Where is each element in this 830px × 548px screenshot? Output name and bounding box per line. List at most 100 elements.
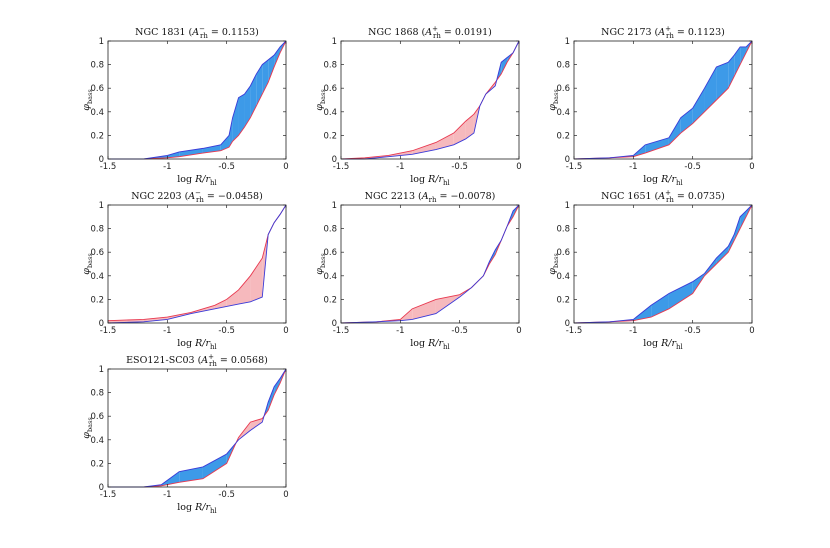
y-axis-label: φbass: [314, 253, 327, 274]
fill-region-12-1: [740, 46, 747, 65]
x-tick-label: 0: [749, 326, 754, 336]
y-tick-label: 0.4: [323, 272, 337, 282]
x-tick-label: -0.5: [218, 326, 235, 336]
y-axis-label: φbass: [81, 253, 94, 274]
fill-region-7-1: [238, 275, 251, 305]
panel-title: NGC 1831 (A− rh = 0.1153): [135, 25, 259, 40]
x-axis-label: log R/rhl: [643, 174, 683, 187]
x-axis-label: log R/rhl: [643, 338, 683, 351]
panel-title: NGC 2203 (A− rh = −0.0458): [131, 189, 263, 204]
y-tick-label: 0.6: [90, 248, 104, 258]
x-tick-label: -1.5: [333, 162, 350, 172]
x-tick-label: 0: [516, 326, 521, 336]
fill-region-12-1: [501, 57, 508, 75]
y-tick-label: 0.8: [90, 389, 104, 399]
axes-frame: [340, 40, 520, 160]
axes-frame: [573, 40, 753, 160]
fill-region-5-1: [214, 299, 227, 309]
series-line-upper: [107, 204, 287, 324]
x-tick-label: -1.5: [566, 162, 583, 172]
x-tick-label: -1: [629, 326, 637, 336]
y-tick-label: 0.8: [323, 225, 337, 235]
x-tick-label: -1: [163, 326, 171, 336]
x-tick-label: 0: [283, 162, 288, 172]
y-tick-label: 1: [99, 37, 104, 47]
y-tick-label: 0.2: [323, 295, 337, 305]
x-tick-label: -0.5: [218, 490, 235, 500]
series-line-upper: [573, 40, 753, 160]
fill-region-5-1: [668, 281, 693, 309]
y-tick-label: 0: [332, 319, 337, 329]
chart-panel-1: -1.5 -1 -0.5 0 0 0.2 0.4 0.6 0.8 1 NGC 1831 (A− rh …: [81, 25, 289, 187]
series-line-upper: [341, 40, 520, 160]
x-tick-label: 0: [749, 162, 754, 172]
fill-region-5-1: [668, 117, 681, 145]
x-tick-label: -1: [163, 490, 171, 500]
fill-region-4-1: [645, 137, 669, 154]
y-tick-label: 0: [99, 483, 104, 493]
chart-panel-7: -1.5 -1 -0.5 0 0 0.2 0.4 0.6 0.8 1 ESO121-SC03 (A+…: [81, 353, 289, 515]
fill-region-6-1: [680, 108, 693, 134]
series-line-lower: [340, 40, 520, 160]
y-tick-label: 0.6: [90, 412, 104, 422]
y-tick-label: 0.8: [90, 225, 104, 235]
y-tick-label: 0.4: [90, 108, 104, 118]
fill-region-8-1: [716, 246, 729, 264]
y-tick-label: 1: [332, 37, 337, 47]
y-tick-label: 0.8: [323, 61, 337, 71]
panel-title: ESO121-SC03 (A+ rh = 0.0568): [126, 353, 268, 368]
series-line-lower: [107, 204, 287, 322]
x-tick-label: 0: [516, 162, 521, 172]
fill-region-9-1: [238, 94, 245, 136]
x-axis-label: log R/rhl: [410, 338, 450, 351]
y-tick-label: 0: [332, 155, 337, 165]
fill-region-10-1: [244, 85, 251, 128]
y-tick-label: 1: [565, 37, 570, 47]
y-tick-label: 0.6: [323, 84, 337, 94]
axes-frame: [573, 204, 753, 324]
y-tick-label: 1: [99, 365, 104, 375]
fill-region-8-1: [232, 97, 239, 142]
series-line-upper: [340, 204, 520, 324]
fill-region-11-1: [250, 74, 257, 118]
x-tick-label: -0.5: [451, 326, 468, 336]
x-axis-label: log R/rhl: [177, 502, 217, 515]
fill-region-11-1: [734, 46, 741, 77]
y-tick-label: 0: [565, 319, 570, 329]
axes-frame: [107, 40, 287, 160]
chart-panel-5: -1.5 -1 -0.5 0 0 0.2 0.4 0.6 0.8 1 NGC 2213 (Arh =…: [314, 191, 522, 351]
panel-title: NGC 2173 (A+ rh = 0.1123): [601, 25, 725, 40]
y-tick-label: 0.6: [90, 84, 104, 94]
y-axis-label: φbass: [547, 89, 560, 110]
fill-region-5-1: [435, 294, 460, 314]
y-tick-label: 0.4: [323, 108, 337, 118]
fill-region-10-1: [728, 55, 735, 89]
fill-region-4-1: [412, 299, 436, 320]
fill-region-15-1: [274, 46, 281, 67]
x-tick-label: -1: [163, 162, 171, 172]
series-line-lower: [573, 40, 753, 160]
y-tick-label: 0.8: [556, 61, 570, 71]
fill-region-5-1: [202, 453, 227, 479]
chart-panel-2: -1.5 -1 -0.5 0 0 0.2 0.4 0.6 0.8 1 NGC 1868 (A+ rh …: [314, 25, 522, 187]
y-tick-label: 1: [565, 201, 570, 211]
y-tick-label: 0: [99, 319, 104, 329]
fill-region-11-1: [274, 378, 281, 395]
series-line-lower: [108, 368, 287, 488]
fill-region-4-1: [179, 148, 203, 157]
x-axis-label: log R/rhl: [410, 174, 450, 187]
series-line-upper: [573, 204, 753, 324]
x-tick-label: 0: [283, 326, 288, 336]
x-tick-label: -1.5: [100, 162, 117, 172]
y-tick-label: 0.2: [323, 131, 337, 141]
fill-region-6-1: [453, 121, 466, 145]
fill-region-5-1: [435, 133, 454, 150]
x-tick-label: -1.5: [566, 326, 583, 336]
axes-frame: [107, 368, 287, 488]
fill-region-8-1: [704, 66, 717, 112]
fill-region-2-1: [143, 317, 168, 322]
y-tick-label: 1: [332, 201, 337, 211]
x-axis-label: log R/rhl: [177, 338, 217, 351]
panel-title: NGC 2213 (Arh = −0.0078): [365, 191, 496, 204]
y-tick-label: 0.2: [90, 295, 104, 305]
